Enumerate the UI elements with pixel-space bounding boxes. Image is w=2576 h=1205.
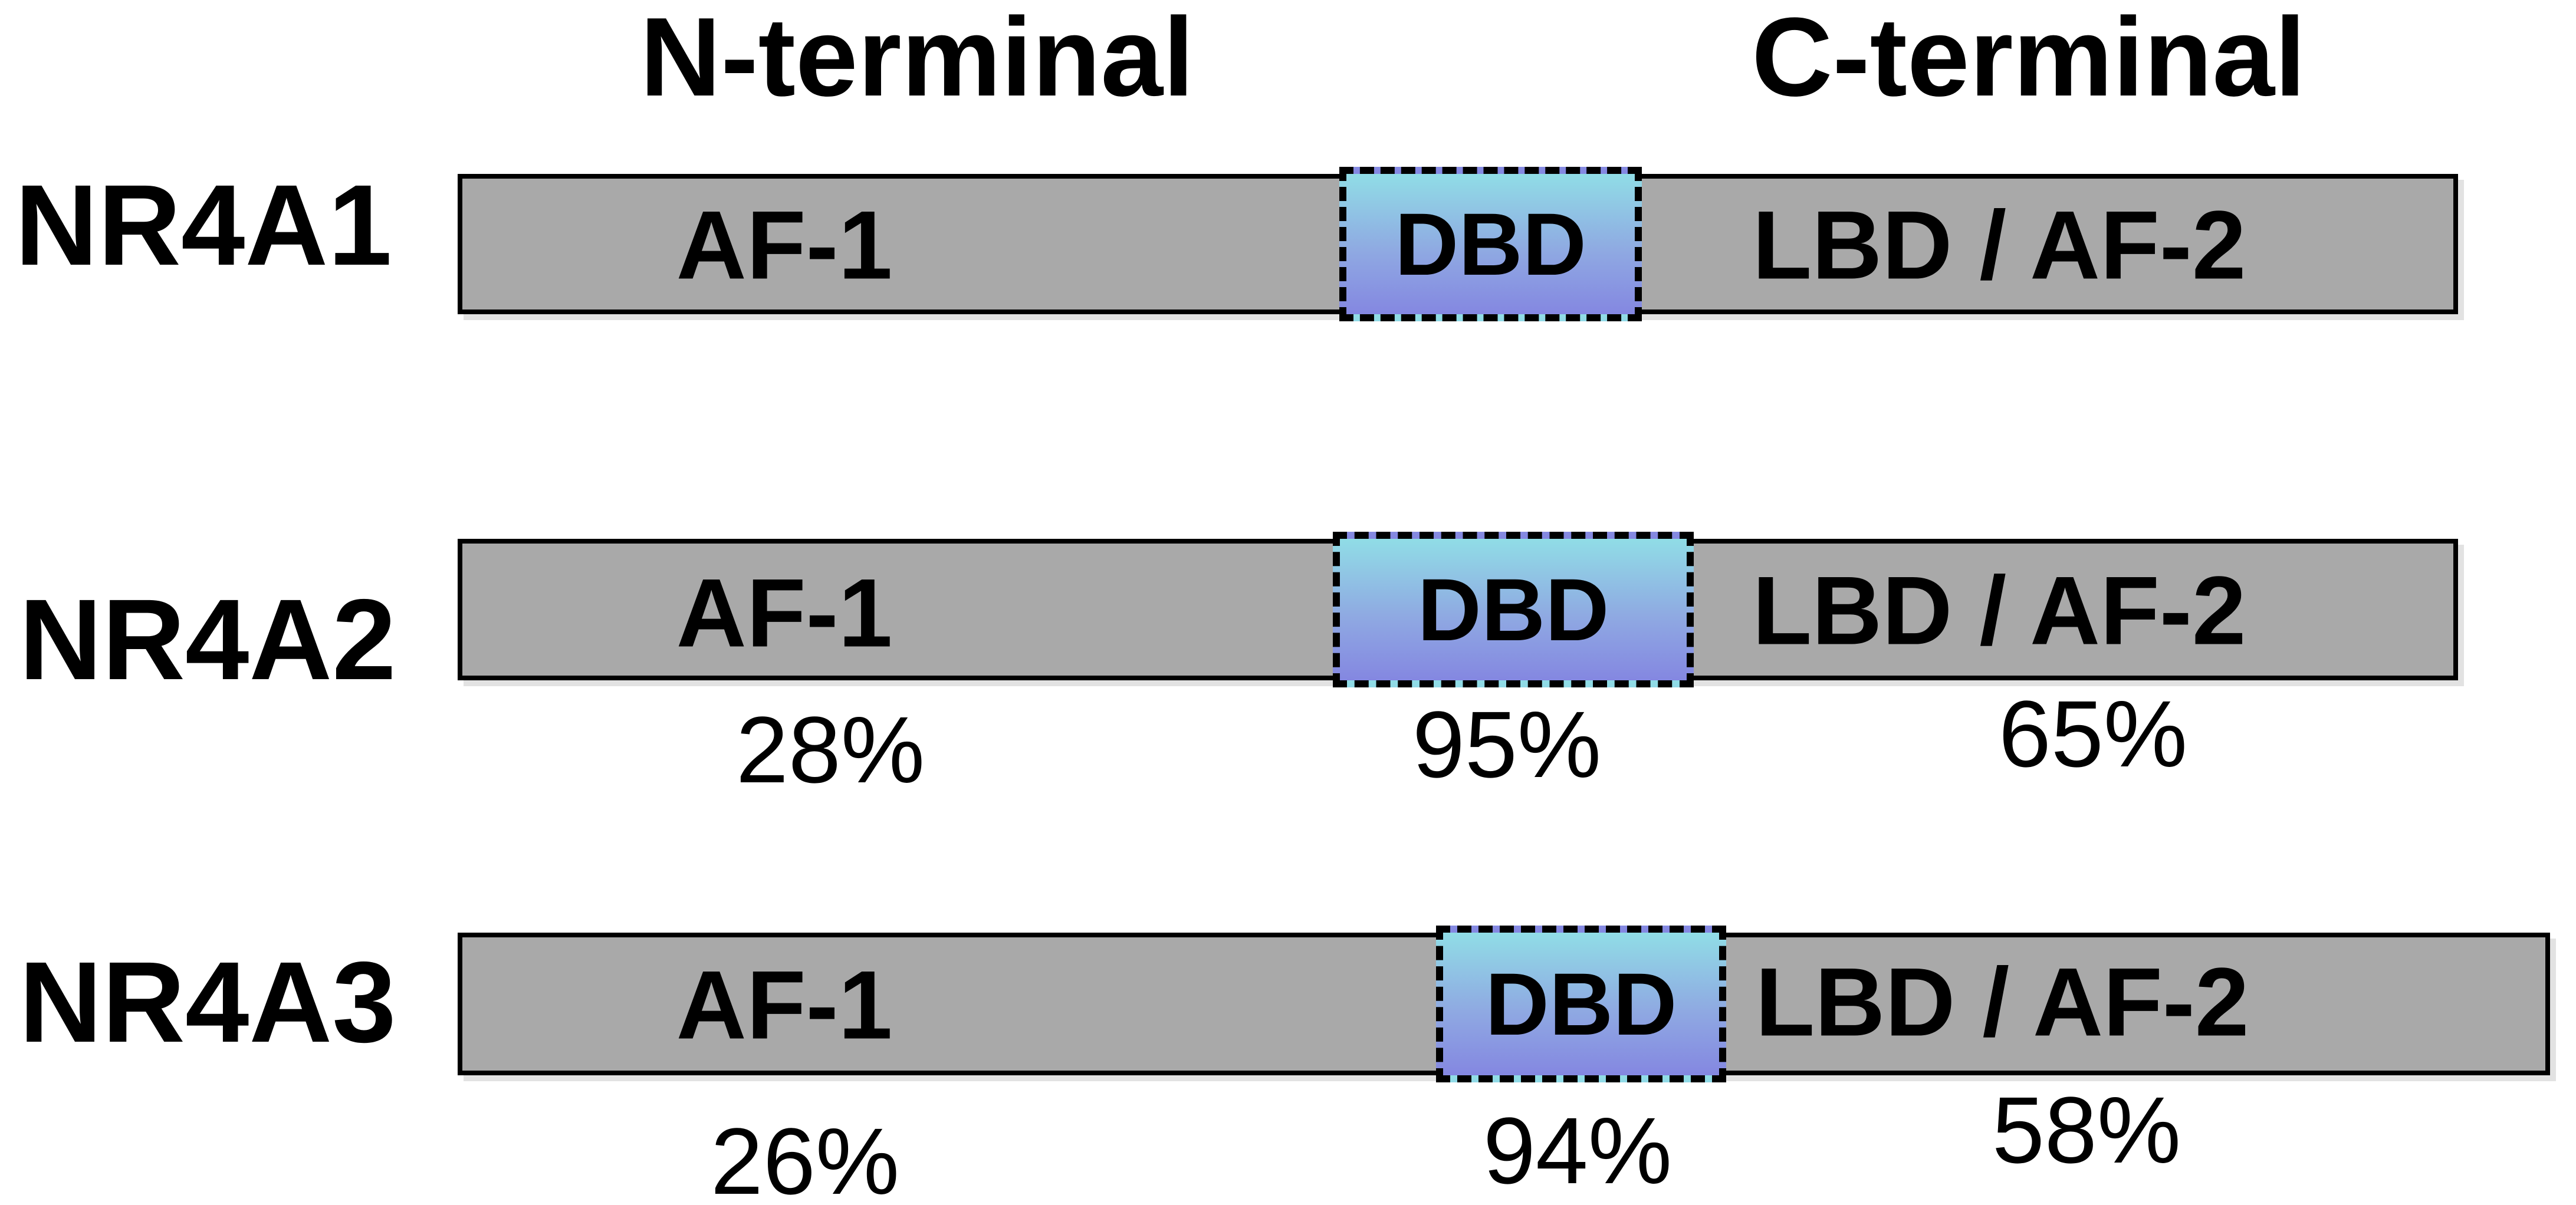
- lbd-af2-domain-label-nr4a1: LBD / AF-2: [1752, 190, 2246, 299]
- lbd-af2-domain-label-nr4a3: LBD / AF-2: [1755, 947, 2249, 1056]
- lbd-identity-percent-nr4a2: 65%: [1998, 681, 2188, 786]
- dbd-domain-label-nr4a2: DBD: [1417, 560, 1609, 659]
- dbd-identity-percent-nr4a2: 95%: [1412, 692, 1602, 797]
- dbd-domain-box-nr4a1: DBD: [1339, 167, 1642, 321]
- row-label-nr4a3: NR4A3: [19, 938, 396, 1066]
- lbd-identity-percent-nr4a3: 58%: [1992, 1077, 2181, 1183]
- dbd-domain-box-nr4a2: DBD: [1333, 532, 1694, 687]
- dbd-identity-percent-nr4a3: 94%: [1483, 1098, 1673, 1203]
- row-label-nr4a2: NR4A2: [19, 575, 396, 704]
- dbd-domain-label-nr4a3: DBD: [1485, 954, 1677, 1053]
- lbd-af2-domain-label-nr4a2: LBD / AF-2: [1752, 556, 2246, 665]
- dbd-domain-box-nr4a3: DBD: [1436, 926, 1726, 1082]
- c-terminal-header: C-terminal: [1752, 0, 2306, 120]
- af1-domain-label-nr4a2: AF-1: [676, 558, 893, 667]
- dbd-domain-label-nr4a1: DBD: [1395, 195, 1586, 294]
- n-terminal-header: N-terminal: [640, 0, 1194, 120]
- af1-domain-label-nr4a3: AF-1: [676, 950, 893, 1059]
- af1-identity-percent-nr4a2: 28%: [735, 697, 925, 802]
- af1-identity-percent-nr4a3: 26%: [710, 1108, 900, 1205]
- row-label-nr4a1: NR4A1: [15, 161, 392, 289]
- af1-domain-label-nr4a1: AF-1: [676, 190, 893, 299]
